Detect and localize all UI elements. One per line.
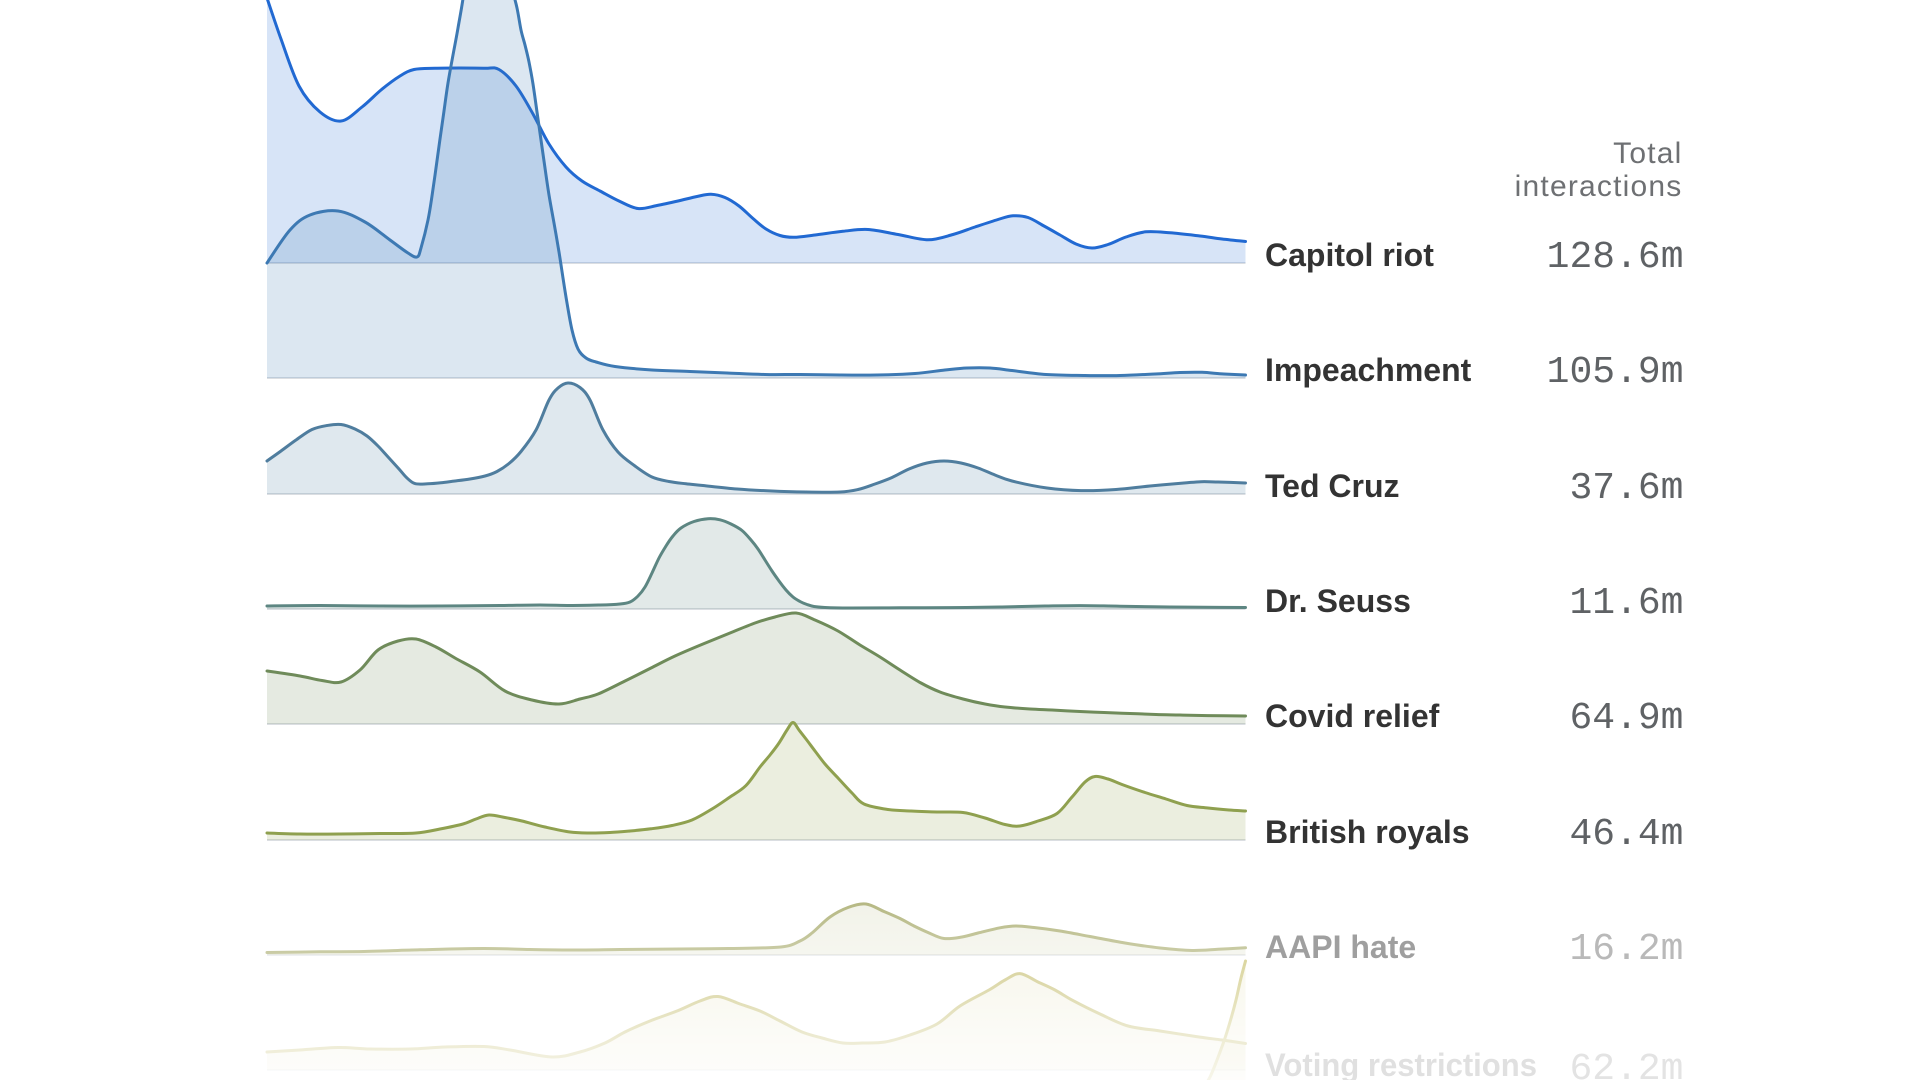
svg-text:46.4m: 46.4m (1569, 813, 1683, 856)
svg-text:Impeachment: Impeachment (1265, 352, 1472, 388)
svg-text:105.9m: 105.9m (1547, 351, 1684, 394)
svg-text:Ted Cruz: Ted Cruz (1265, 468, 1400, 504)
svg-text:37.6m: 37.6m (1569, 467, 1683, 510)
svg-text:62.2m: 62.2m (1569, 1048, 1683, 1080)
svg-text:Voting restrictions: Voting restrictions (1265, 1047, 1537, 1080)
svg-text:16.2m: 16.2m (1569, 928, 1683, 971)
svg-text:Capitol riot: Capitol riot (1265, 237, 1434, 273)
svg-text:AAPI hate: AAPI hate (1265, 929, 1416, 965)
svg-text:Dr. Seuss: Dr. Seuss (1265, 583, 1411, 619)
svg-text:11.6m: 11.6m (1569, 582, 1683, 625)
svg-text:interactions: interactions (1515, 170, 1683, 203)
svg-text:128.6m: 128.6m (1547, 236, 1684, 279)
svg-text:Total: Total (1613, 137, 1682, 170)
svg-text:British royals: British royals (1265, 814, 1470, 850)
svg-text:Covid relief: Covid relief (1265, 698, 1440, 734)
svg-text:64.9m: 64.9m (1569, 697, 1683, 740)
